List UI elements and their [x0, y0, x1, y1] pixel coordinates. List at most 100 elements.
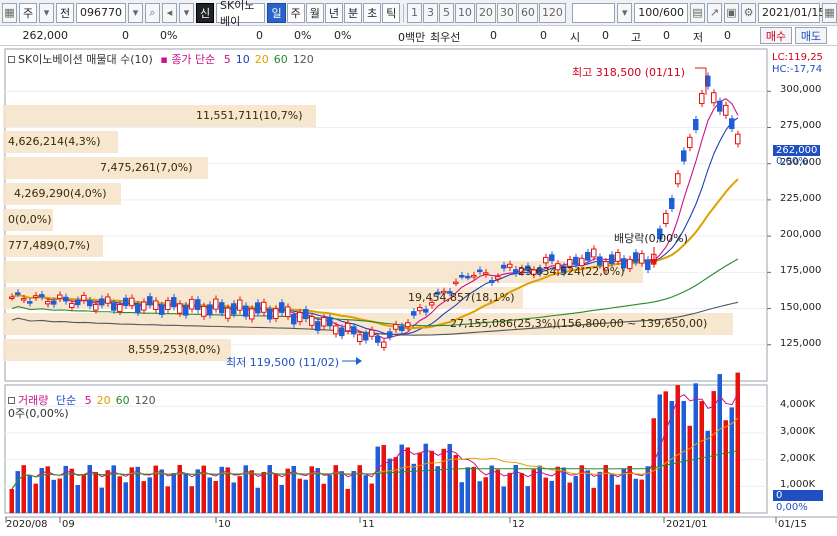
volume-profile-label: 0(0,0%): [8, 213, 52, 226]
candle-body: [45, 300, 51, 305]
volume-bar: [339, 471, 344, 513]
period-tab-5[interactable]: 초: [363, 2, 382, 23]
gear-icon[interactable]: ⚙: [741, 2, 756, 23]
interval-tab-1[interactable]: 1: [406, 2, 422, 23]
price-legend: SK이노베이션 매물대 수(10) ▪ 종가 단순 5 10 20 60 120: [8, 51, 314, 67]
capture-icon[interactable]: ▣: [724, 2, 739, 23]
buy-button[interactable]: 매수: [760, 27, 792, 44]
price-tick-label: 125,000: [780, 337, 822, 349]
interval-input[interactable]: [571, 2, 616, 23]
date-label: 09: [62, 519, 75, 530]
candle-body: [687, 136, 693, 148]
interval-dropdown-icon[interactable]: ▾: [617, 2, 633, 23]
volume-bar: [51, 479, 56, 513]
count-field[interactable]: 100/600: [634, 2, 688, 23]
volume-bar: [57, 478, 62, 513]
candle-body: [573, 256, 579, 265]
volume-bar: [357, 465, 362, 513]
volume-profile-band: [3, 183, 121, 205]
hc-label: HC:-17,74: [772, 64, 823, 75]
stock-name-field: SK이노베이: [216, 0, 266, 28]
volume-bar: [435, 466, 440, 513]
volume-bar: [261, 471, 266, 513]
candles: [9, 72, 741, 352]
volume-bar: [687, 425, 692, 513]
volume-legend-name: 거래량: [18, 394, 49, 407]
code-dropdown-icon[interactable]: ▾: [128, 2, 143, 23]
volume-bar: [483, 477, 488, 513]
candle-body: [93, 303, 99, 311]
candle-body: [291, 313, 297, 325]
display-toggle-icon[interactable]: ▤: [690, 2, 705, 23]
volume-bar: [495, 469, 500, 513]
volume-bar: [387, 458, 392, 513]
candle-body: [285, 306, 291, 318]
period-tab-4[interactable]: 분: [343, 2, 363, 23]
chevron-down-icon[interactable]: ▾: [179, 2, 194, 23]
candle-body: [171, 297, 177, 308]
candle-body: [675, 173, 681, 185]
date-field[interactable]: 2021/01/15: [758, 2, 825, 23]
candle-body: [261, 301, 267, 313]
change-value: 0: [122, 29, 129, 42]
candle-body: [63, 296, 69, 302]
volume-bar: [423, 443, 428, 513]
candle-body: [27, 301, 33, 304]
interval-tab-60[interactable]: 60: [517, 2, 538, 23]
period-tab-1[interactable]: 주: [286, 2, 305, 23]
date-label: 2021/01: [666, 519, 708, 530]
volume-bar: [135, 466, 140, 513]
volume-ma-periods: 5 20 60 120: [80, 394, 156, 407]
period-tab-3[interactable]: 년: [324, 2, 343, 23]
interval-tab-20[interactable]: 20: [475, 2, 496, 23]
type-selector[interactable]: 주: [19, 2, 37, 23]
volume-zero-label: 0주(0,00%): [8, 407, 69, 420]
volume-bar: [285, 468, 290, 513]
candle-body: [327, 317, 333, 327]
volume-bar: [459, 482, 464, 513]
volume-bar: [393, 457, 398, 513]
candle-body: [693, 118, 699, 131]
volume-bar: [273, 474, 278, 513]
volume-bar: [129, 467, 134, 513]
draw-tool-icon[interactable]: ↗: [707, 2, 722, 23]
candle-body: [483, 272, 489, 275]
speaker-icon[interactable]: ◂: [162, 2, 177, 23]
candle-body: [381, 341, 387, 348]
volume-bar: [711, 391, 716, 513]
grid-icon[interactable]: ▦: [2, 2, 17, 23]
candle-body: [33, 295, 39, 298]
stock-code-input[interactable]: 096770: [76, 2, 126, 23]
interval-tab-30[interactable]: 30: [496, 2, 517, 23]
candle-body: [591, 248, 597, 258]
volume-profile-label: 27,155,086(25,3%)(156,800,00 ~ 139,650,0…: [450, 317, 708, 330]
candle-body: [129, 297, 135, 307]
priority-value-1: 0: [490, 29, 497, 42]
interval-tab-5[interactable]: 5: [438, 2, 454, 23]
interval-tab-120[interactable]: 120: [538, 2, 566, 23]
sell-button[interactable]: 매도: [795, 27, 827, 44]
prev-button[interactable]: 전: [56, 2, 74, 23]
dropdown-arrow-icon[interactable]: ▾: [39, 2, 54, 23]
volume-bar: [699, 401, 704, 513]
volume-bar: [705, 430, 710, 513]
candle-body: [465, 275, 471, 279]
stock-chart[interactable]: SK이노베이션 매물대 수(10) ▪ 종가 단순 5 10 20 60 120 LC:…: [0, 47, 837, 536]
calendar-icon[interactable]: ▦: [822, 2, 837, 23]
volume-bar: [99, 487, 104, 513]
volume-bar: [717, 374, 722, 513]
candle-body: [99, 298, 105, 306]
interval-tab-3[interactable]: 3: [422, 2, 438, 23]
period-tab-0[interactable]: 일: [267, 2, 286, 23]
search-icon[interactable]: ⌕: [145, 2, 160, 23]
volume-bar: [141, 481, 146, 513]
period-tab-2[interactable]: 월: [305, 2, 324, 23]
volume-bar: [489, 465, 494, 513]
current-price: 262,000: [22, 29, 69, 42]
volume-bar: [627, 466, 632, 513]
high-label: 고: [631, 31, 642, 44]
interval-tab-10[interactable]: 10: [454, 2, 475, 23]
volume-profile-label: 7,475,261(7,0%): [100, 161, 193, 174]
period-tab-6[interactable]: 틱: [382, 2, 401, 23]
